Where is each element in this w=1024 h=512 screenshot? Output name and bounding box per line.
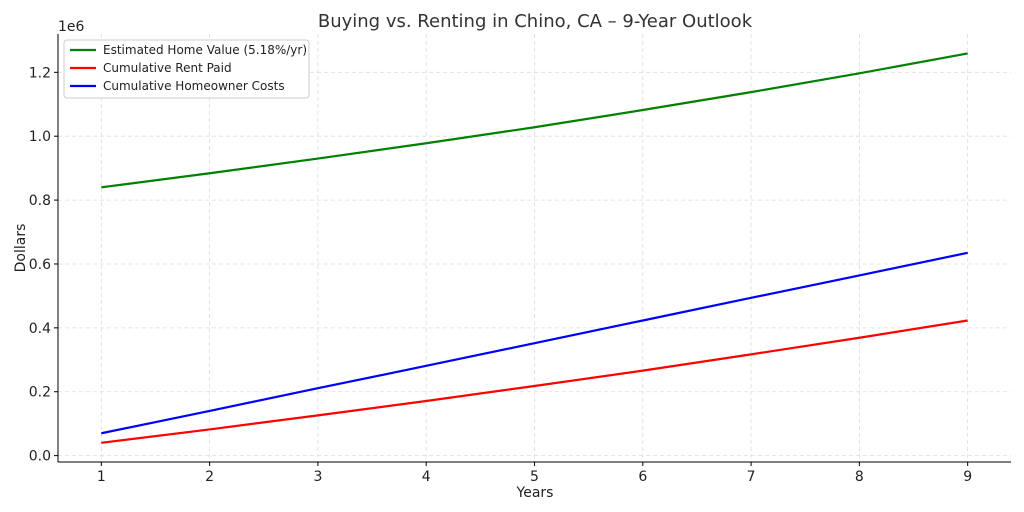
grid	[58, 34, 1011, 462]
y-ticks: 0.0 0.2 0.4 0.6 0.8 1.0 1.2	[29, 65, 58, 465]
x-tick-label: 6	[638, 469, 647, 485]
y-tick-label: 0.0	[29, 449, 51, 465]
legend-label-1: Cumulative Rent Paid	[103, 61, 232, 75]
legend-label-0: Estimated Home Value (5.18%/yr)	[103, 43, 307, 57]
series-line-0	[101, 52, 968, 189]
x-tick-label: 8	[855, 469, 864, 485]
legend-box	[63, 39, 310, 99]
x-tick-label: 2	[205, 469, 214, 485]
x-tick-label: 4	[422, 469, 431, 485]
y-tick-label: 1.0	[29, 129, 51, 145]
y-tick-label: 0.6	[29, 257, 51, 273]
legend-label-2: Cumulative Homeowner Costs	[103, 79, 285, 93]
x-tick-label: 3	[313, 469, 322, 485]
series-lines	[101, 52, 968, 444]
x-tick-label: 5	[530, 469, 539, 485]
x-tick-label: 1	[97, 469, 106, 485]
x-ticks: 1 2 3 4 5 6 7 8 9	[97, 462, 972, 485]
y-tick-label: 1.2	[29, 65, 51, 81]
chart-title: Buying vs. Renting in Chino, CA – 9-Year…	[318, 11, 753, 32]
x-axis-label: Years	[516, 485, 554, 501]
y-axis-offset-label: 1e6	[58, 19, 85, 35]
legend: Estimated Home Value (5.18%/yr) Cumulativ…	[63, 39, 310, 99]
series-line-1	[101, 319, 968, 444]
y-tick-label: 0.2	[29, 385, 51, 401]
x-tick-label: 9	[963, 469, 972, 485]
series-line-2	[101, 251, 968, 435]
y-tick-label: 0.4	[29, 321, 51, 337]
x-tick-label: 7	[747, 469, 756, 485]
y-tick-label: 0.8	[29, 193, 51, 209]
y-axis-label: Dollars	[13, 224, 29, 273]
